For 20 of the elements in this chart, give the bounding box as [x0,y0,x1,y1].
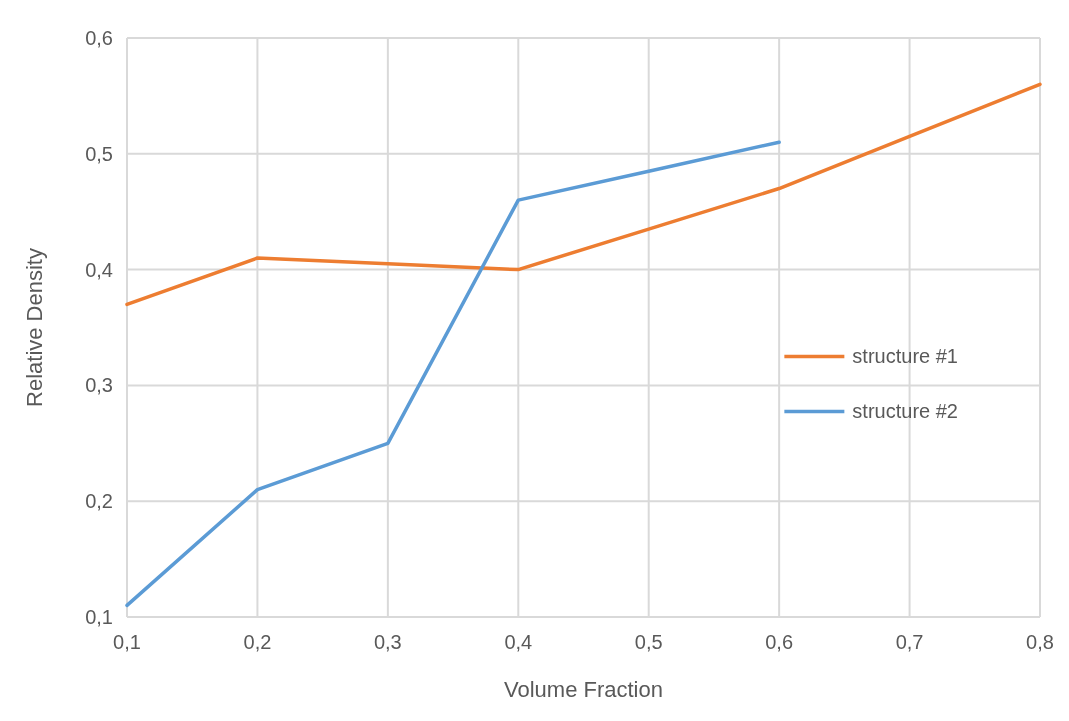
line-series [125,140,781,608]
y-tick-label: 0,2 [85,490,113,513]
x-tick-label: 0,4 [504,631,533,653]
y-tick-label: 0,3 [85,374,113,397]
x-tick-label: 0,3 [373,631,402,653]
x-tick-label: 0,8 [1026,631,1054,653]
x-tick-label: 0,6 [765,631,794,653]
line-series [125,82,1042,307]
y-tick-label: 0,6 [85,27,113,49]
x-tick-label: 0,5 [634,631,663,653]
legend-label: structure #2 [852,400,958,423]
y-tick-label: 0,1 [85,606,113,628]
x-tick-label: 0,1 [113,631,141,653]
x-tick-label: 0,2 [243,631,272,653]
y-tick-label: 0,4 [85,258,113,281]
x-tick-label: 0,7 [895,631,924,653]
y-axis-title: Relative Density [22,248,47,407]
x-axis-title: Volume Fraction [504,677,663,702]
legend-label: structure #1 [852,345,958,368]
y-tick-label: 0,5 [85,142,113,165]
